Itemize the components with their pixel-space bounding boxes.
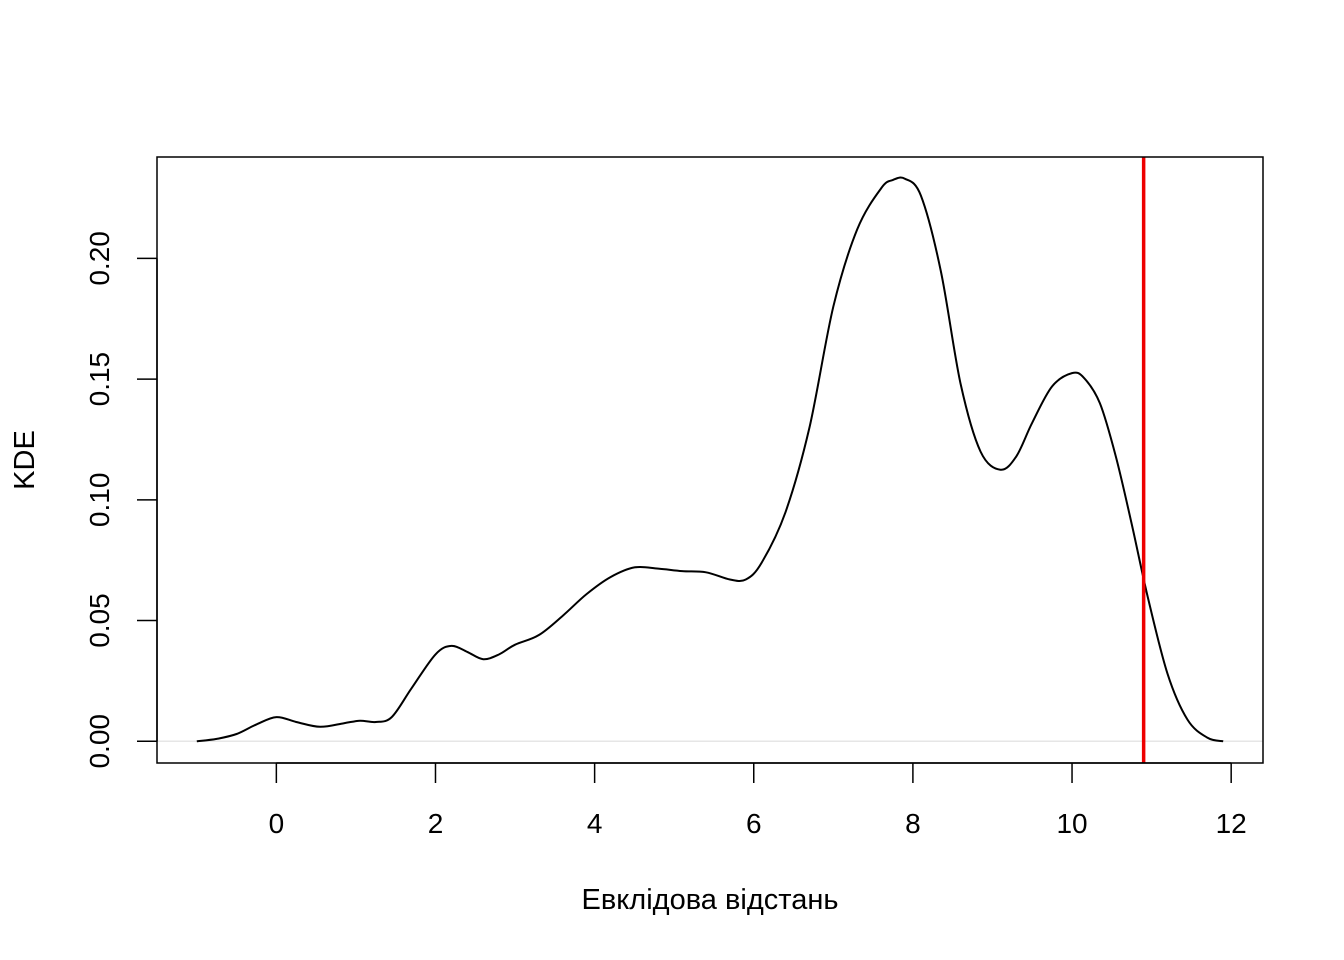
y-axis: 0.00 0.05 0.10 0.15 0.20 [84, 231, 158, 769]
plot-frame [156, 156, 1264, 764]
y-axis-title: KDE [9, 430, 41, 490]
x-tick-label: 12 [1216, 808, 1247, 839]
y-tick-label: 0.00 [84, 714, 115, 769]
y-tick-label: 0.15 [84, 352, 115, 407]
x-tick-label: 10 [1056, 808, 1087, 839]
x-tick-label: 6 [746, 808, 762, 839]
x-axis-title: Евклідова відстань [582, 884, 839, 916]
x-axis: 0 2 4 6 8 10 12 [269, 762, 1247, 839]
y-tick-label: 0.10 [84, 473, 115, 528]
x-tick-label: 4 [587, 808, 603, 839]
x-tick-label: 2 [428, 808, 444, 839]
y-tick-label: 0.20 [84, 231, 115, 286]
y-tick-label: 0.05 [84, 593, 115, 648]
x-tick-label: 8 [905, 808, 921, 839]
kde-curve [196, 176, 1224, 743]
x-tick-label: 0 [269, 808, 285, 839]
